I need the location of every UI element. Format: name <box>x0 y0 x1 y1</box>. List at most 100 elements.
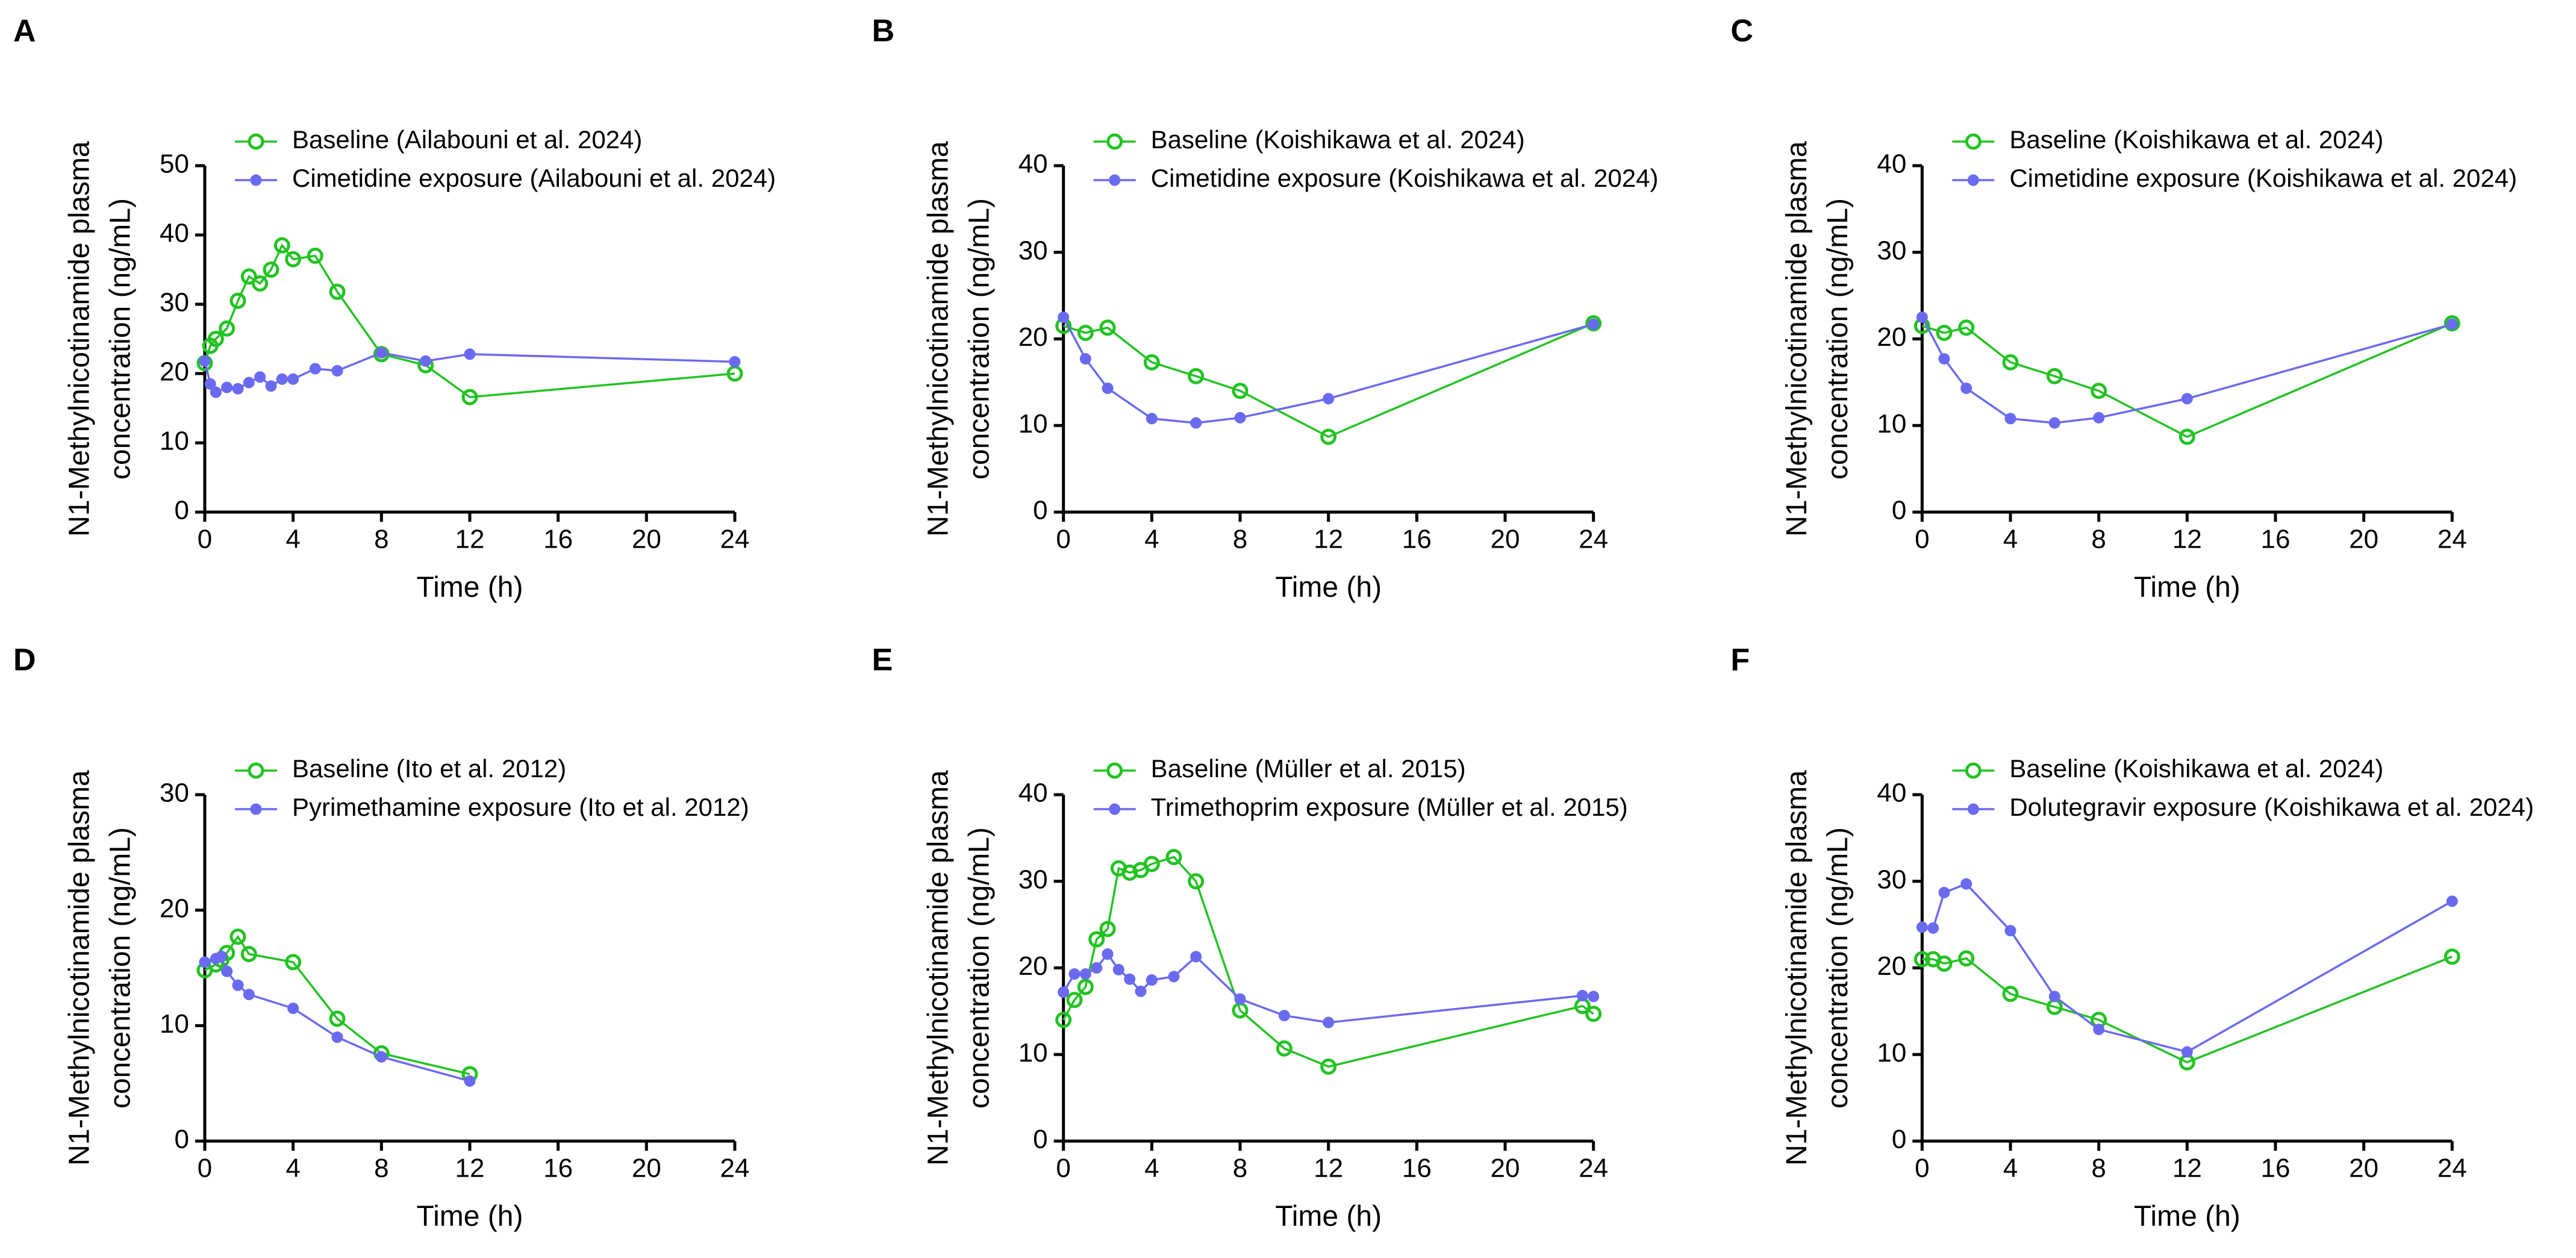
data-point <box>1102 382 1114 394</box>
data-point <box>287 1003 299 1015</box>
data-point <box>2004 925 2016 937</box>
legend-marker <box>1109 803 1121 815</box>
data-point <box>2093 1024 2105 1036</box>
legend-label: Baseline (Koishikawa et al. 2024) <box>1151 125 1525 154</box>
y-tick-label: 30 <box>1018 865 1048 894</box>
y-tick-label: 0 <box>1033 1125 1047 1154</box>
y-tick-label: 20 <box>160 357 189 387</box>
x-tick-label: 12 <box>455 1154 485 1183</box>
x-tick-label: 20 <box>1491 1154 1520 1183</box>
data-point <box>1066 992 1083 1009</box>
data-point <box>1276 1040 1293 1057</box>
y-tick-label: 40 <box>1877 149 1906 179</box>
x-tick-label: 12 <box>2172 525 2202 554</box>
data-point <box>263 261 279 278</box>
data-point <box>1927 922 1939 934</box>
x-tick-label: 24 <box>720 525 750 554</box>
x-tick-label: 20 <box>2349 525 2378 554</box>
x-tick-label: 0 <box>198 1154 212 1183</box>
y-axis-title: concentration (ng/mL) <box>105 198 137 480</box>
panel-label: F <box>1730 643 1750 678</box>
panel: A 0 10 20 30 40 50 0 4 8 12 16 20 24 Time (h) N1-Methyl… <box>13 14 776 604</box>
data-point <box>221 381 233 393</box>
data-point <box>1102 948 1114 960</box>
data-point <box>1323 393 1335 405</box>
panel: B 0 10 20 30 40 0 4 8 12 16 20 24 Time (h) N1-Methylni… <box>872 14 1659 604</box>
data-point <box>1588 318 1600 330</box>
data-point <box>2446 895 2458 907</box>
data-point <box>1124 973 1136 985</box>
data-point <box>1091 962 1103 974</box>
x-tick-label: 24 <box>720 1154 750 1183</box>
data-point <box>1079 353 1091 365</box>
data-point <box>307 248 323 264</box>
data-point <box>1913 951 1930 968</box>
y-tick-label: 30 <box>160 778 189 808</box>
data-point <box>2181 1046 2193 1058</box>
data-point <box>1588 990 1600 1003</box>
data-point <box>1058 986 1070 998</box>
x-tick-label: 20 <box>632 1154 661 1183</box>
y-tick-label: 10 <box>160 427 189 456</box>
y-axis-title: N1-Methylnicotinamide plasma <box>922 770 954 1166</box>
y-tick-label: 50 <box>160 149 189 179</box>
x-tick-label: 8 <box>1233 525 1247 554</box>
y-tick-label: 20 <box>1877 322 1906 352</box>
y-tick-label: 40 <box>160 219 189 248</box>
x-tick-label: 4 <box>1144 525 1159 554</box>
legend-marker <box>1967 174 1979 186</box>
legend-label: Dolutegravir exposure (Koishikawa et al.… <box>2009 793 2534 821</box>
y-tick-label: 40 <box>1877 778 1906 808</box>
data-point <box>329 1010 346 1027</box>
data-point <box>2046 368 2063 384</box>
y-tick-label: 20 <box>1018 322 1048 352</box>
series-line <box>1062 316 1594 424</box>
data-point <box>285 251 302 268</box>
x-tick-label: 4 <box>2003 1154 2018 1183</box>
data-point <box>1960 878 1973 890</box>
data-point <box>2002 354 2019 371</box>
y-tick-label: 0 <box>1892 496 1906 525</box>
y-axis-title: concentration (ng/mL) <box>963 198 995 480</box>
x-tick-label: 24 <box>2437 1154 2467 1183</box>
panel: E 0 10 20 30 40 0 4 8 12 16 20 24 Time (h) N1-Methylni… <box>872 643 1628 1233</box>
y-axis-title: N1-Methylnicotinamide plasma <box>64 141 96 537</box>
data-point <box>331 365 343 377</box>
y-axis-title: concentration (ng/mL) <box>1822 198 1854 480</box>
legend-marker <box>1967 803 1979 815</box>
x-axis-title: Time (h) <box>1275 572 1382 604</box>
legend-label: Cimetidine exposure (Ailabouni et al. 20… <box>292 164 776 192</box>
legend-label: Baseline (Ito et al. 2012) <box>292 754 566 783</box>
data-point <box>276 373 288 385</box>
data-point <box>243 377 255 389</box>
panel-label: B <box>872 14 895 49</box>
x-tick-label: 16 <box>2261 1154 2291 1183</box>
data-point <box>229 292 246 309</box>
data-point <box>240 268 257 285</box>
data-point <box>1112 963 1124 975</box>
panel: F 0 10 20 30 40 0 4 8 12 16 20 24 Time (h) N1-Methylni… <box>1730 643 2534 1233</box>
data-point <box>1958 950 1975 967</box>
data-point <box>464 1075 476 1087</box>
panel-label: A <box>13 14 36 49</box>
x-tick-label: 24 <box>2437 525 2467 554</box>
legend-label: Baseline (Müller et al. 2015) <box>1151 754 1466 783</box>
data-point <box>1323 1016 1335 1028</box>
data-point <box>2004 413 2016 425</box>
x-axis-title: Time (h) <box>417 572 523 604</box>
y-tick-label: 20 <box>1877 951 1906 981</box>
data-point <box>2178 428 2195 445</box>
x-tick-label: 24 <box>1579 525 1608 554</box>
x-tick-label: 4 <box>285 1154 300 1183</box>
y-tick-label: 40 <box>1018 778 1048 808</box>
legend-label: Baseline (Ailabouni et al. 2024) <box>292 125 642 154</box>
legend-label: Baseline (Koishikawa et al. 2024) <box>2009 754 2383 783</box>
data-point <box>1234 412 1246 424</box>
data-point <box>1938 886 1950 898</box>
panel-label: D <box>13 643 36 678</box>
y-tick-label: 0 <box>1033 496 1047 525</box>
series-line <box>1062 856 1594 1068</box>
legend-label: Baseline (Koishikawa et al. 2024) <box>2009 125 2383 154</box>
data-point <box>221 965 233 977</box>
data-point <box>2091 383 2107 399</box>
